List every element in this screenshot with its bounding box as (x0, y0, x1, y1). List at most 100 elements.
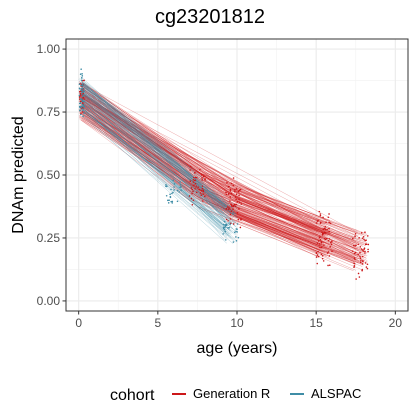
y-tick-label: 0.00 (37, 294, 61, 308)
point-generation-r (238, 198, 240, 201)
point-alspac (78, 87, 81, 90)
point-generation-r (323, 244, 325, 246)
point-generation-r (367, 248, 369, 251)
point-alspac (232, 241, 235, 243)
point-generation-r (366, 235, 369, 237)
chart-title: cg23201812 (154, 6, 266, 28)
legend-label-generation-r: Generation R (193, 386, 270, 401)
point-generation-r (232, 177, 235, 179)
point-generation-r (328, 221, 330, 224)
point-generation-r (83, 79, 85, 82)
point-alspac (224, 239, 227, 241)
point-generation-r (329, 222, 332, 225)
point-alspac (79, 113, 82, 116)
point-generation-r (193, 184, 195, 186)
point-alspac (232, 213, 234, 215)
x-tick-label: 10 (230, 316, 244, 330)
point-generation-r (320, 241, 323, 244)
point-generation-r (232, 208, 234, 211)
point-generation-r (322, 232, 325, 235)
point-generation-r (322, 216, 324, 219)
point-generation-r (319, 213, 322, 215)
point-generation-r (329, 241, 332, 244)
point-alspac (223, 226, 226, 229)
point-generation-r (192, 181, 195, 183)
trajectory-generation-r (83, 84, 358, 233)
point-generation-r (233, 203, 236, 206)
point-alspac (236, 223, 239, 225)
x-tick-label: 20 (389, 316, 403, 330)
point-alspac (82, 91, 85, 93)
point-alspac (173, 186, 175, 188)
trajectory-alspac (80, 99, 227, 227)
point-generation-r (320, 246, 323, 249)
point-generation-r (358, 237, 360, 239)
point-generation-r (366, 267, 369, 270)
point-alspac (81, 75, 84, 77)
point-generation-r (201, 185, 204, 187)
point-generation-r (81, 111, 84, 113)
point-generation-r (240, 203, 243, 205)
point-generation-r (225, 193, 228, 196)
trajectory-alspac (83, 86, 232, 214)
point-generation-r (328, 213, 330, 215)
point-generation-r (367, 243, 370, 246)
point-alspac (236, 228, 238, 230)
point-generation-r (194, 179, 197, 181)
trajectory-generation-r (83, 83, 358, 237)
point-generation-r (78, 90, 81, 93)
point-alspac (81, 100, 84, 103)
point-generation-r (316, 262, 319, 265)
point-generation-r (192, 199, 195, 201)
point-generation-r (359, 251, 361, 254)
trajectory-alspac (83, 87, 233, 219)
point-alspac (222, 227, 225, 230)
point-alspac (171, 200, 174, 203)
point-generation-r (351, 250, 354, 252)
point-alspac (169, 193, 171, 196)
point-generation-r (327, 264, 329, 267)
y-axis-title: DNAm predicted (10, 116, 27, 233)
point-generation-r (239, 226, 242, 229)
point-alspac (223, 220, 226, 223)
point-generation-r (324, 232, 327, 234)
point-generation-r (364, 243, 367, 246)
point-generation-r (81, 102, 84, 104)
grid-major (66, 39, 408, 311)
point-generation-r (357, 272, 360, 275)
point-generation-r (230, 203, 232, 206)
point-generation-r (317, 240, 320, 242)
trajectory-alspac (82, 93, 237, 224)
point-alspac (78, 94, 81, 97)
point-generation-r (354, 232, 357, 235)
point-alspac (78, 83, 81, 86)
trajectory-generation-r (81, 83, 330, 234)
legend: cohort Generation R ALSPAC (110, 386, 361, 404)
point-generation-r (238, 194, 240, 197)
point-generation-r (325, 237, 328, 240)
trajectory-alspac (78, 109, 232, 239)
point-alspac (236, 231, 238, 233)
point-alspac (237, 236, 240, 239)
point-generation-r (191, 203, 194, 206)
point-generation-r (317, 219, 319, 222)
axes: 0 5 10 15 20 0.00 0.25 0.50 0.75 1.00 (37, 42, 403, 330)
point-generation-r (322, 228, 325, 230)
point-generation-r (328, 230, 331, 233)
point-alspac (172, 179, 175, 182)
point-alspac (173, 183, 176, 185)
point-generation-r (194, 182, 197, 185)
point-generation-r (198, 188, 201, 191)
point-alspac (79, 102, 82, 104)
point-alspac (165, 183, 167, 186)
point-generation-r (316, 242, 319, 244)
point-generation-r (321, 234, 324, 236)
trajectory-alspac (80, 76, 234, 214)
point-generation-r (83, 98, 85, 100)
trajectory-alspac (83, 82, 225, 208)
point-generation-r (232, 205, 235, 208)
point-generation-r (353, 264, 356, 267)
point-generation-r (359, 257, 362, 260)
point-generation-r (328, 227, 330, 230)
data-points (78, 68, 370, 280)
